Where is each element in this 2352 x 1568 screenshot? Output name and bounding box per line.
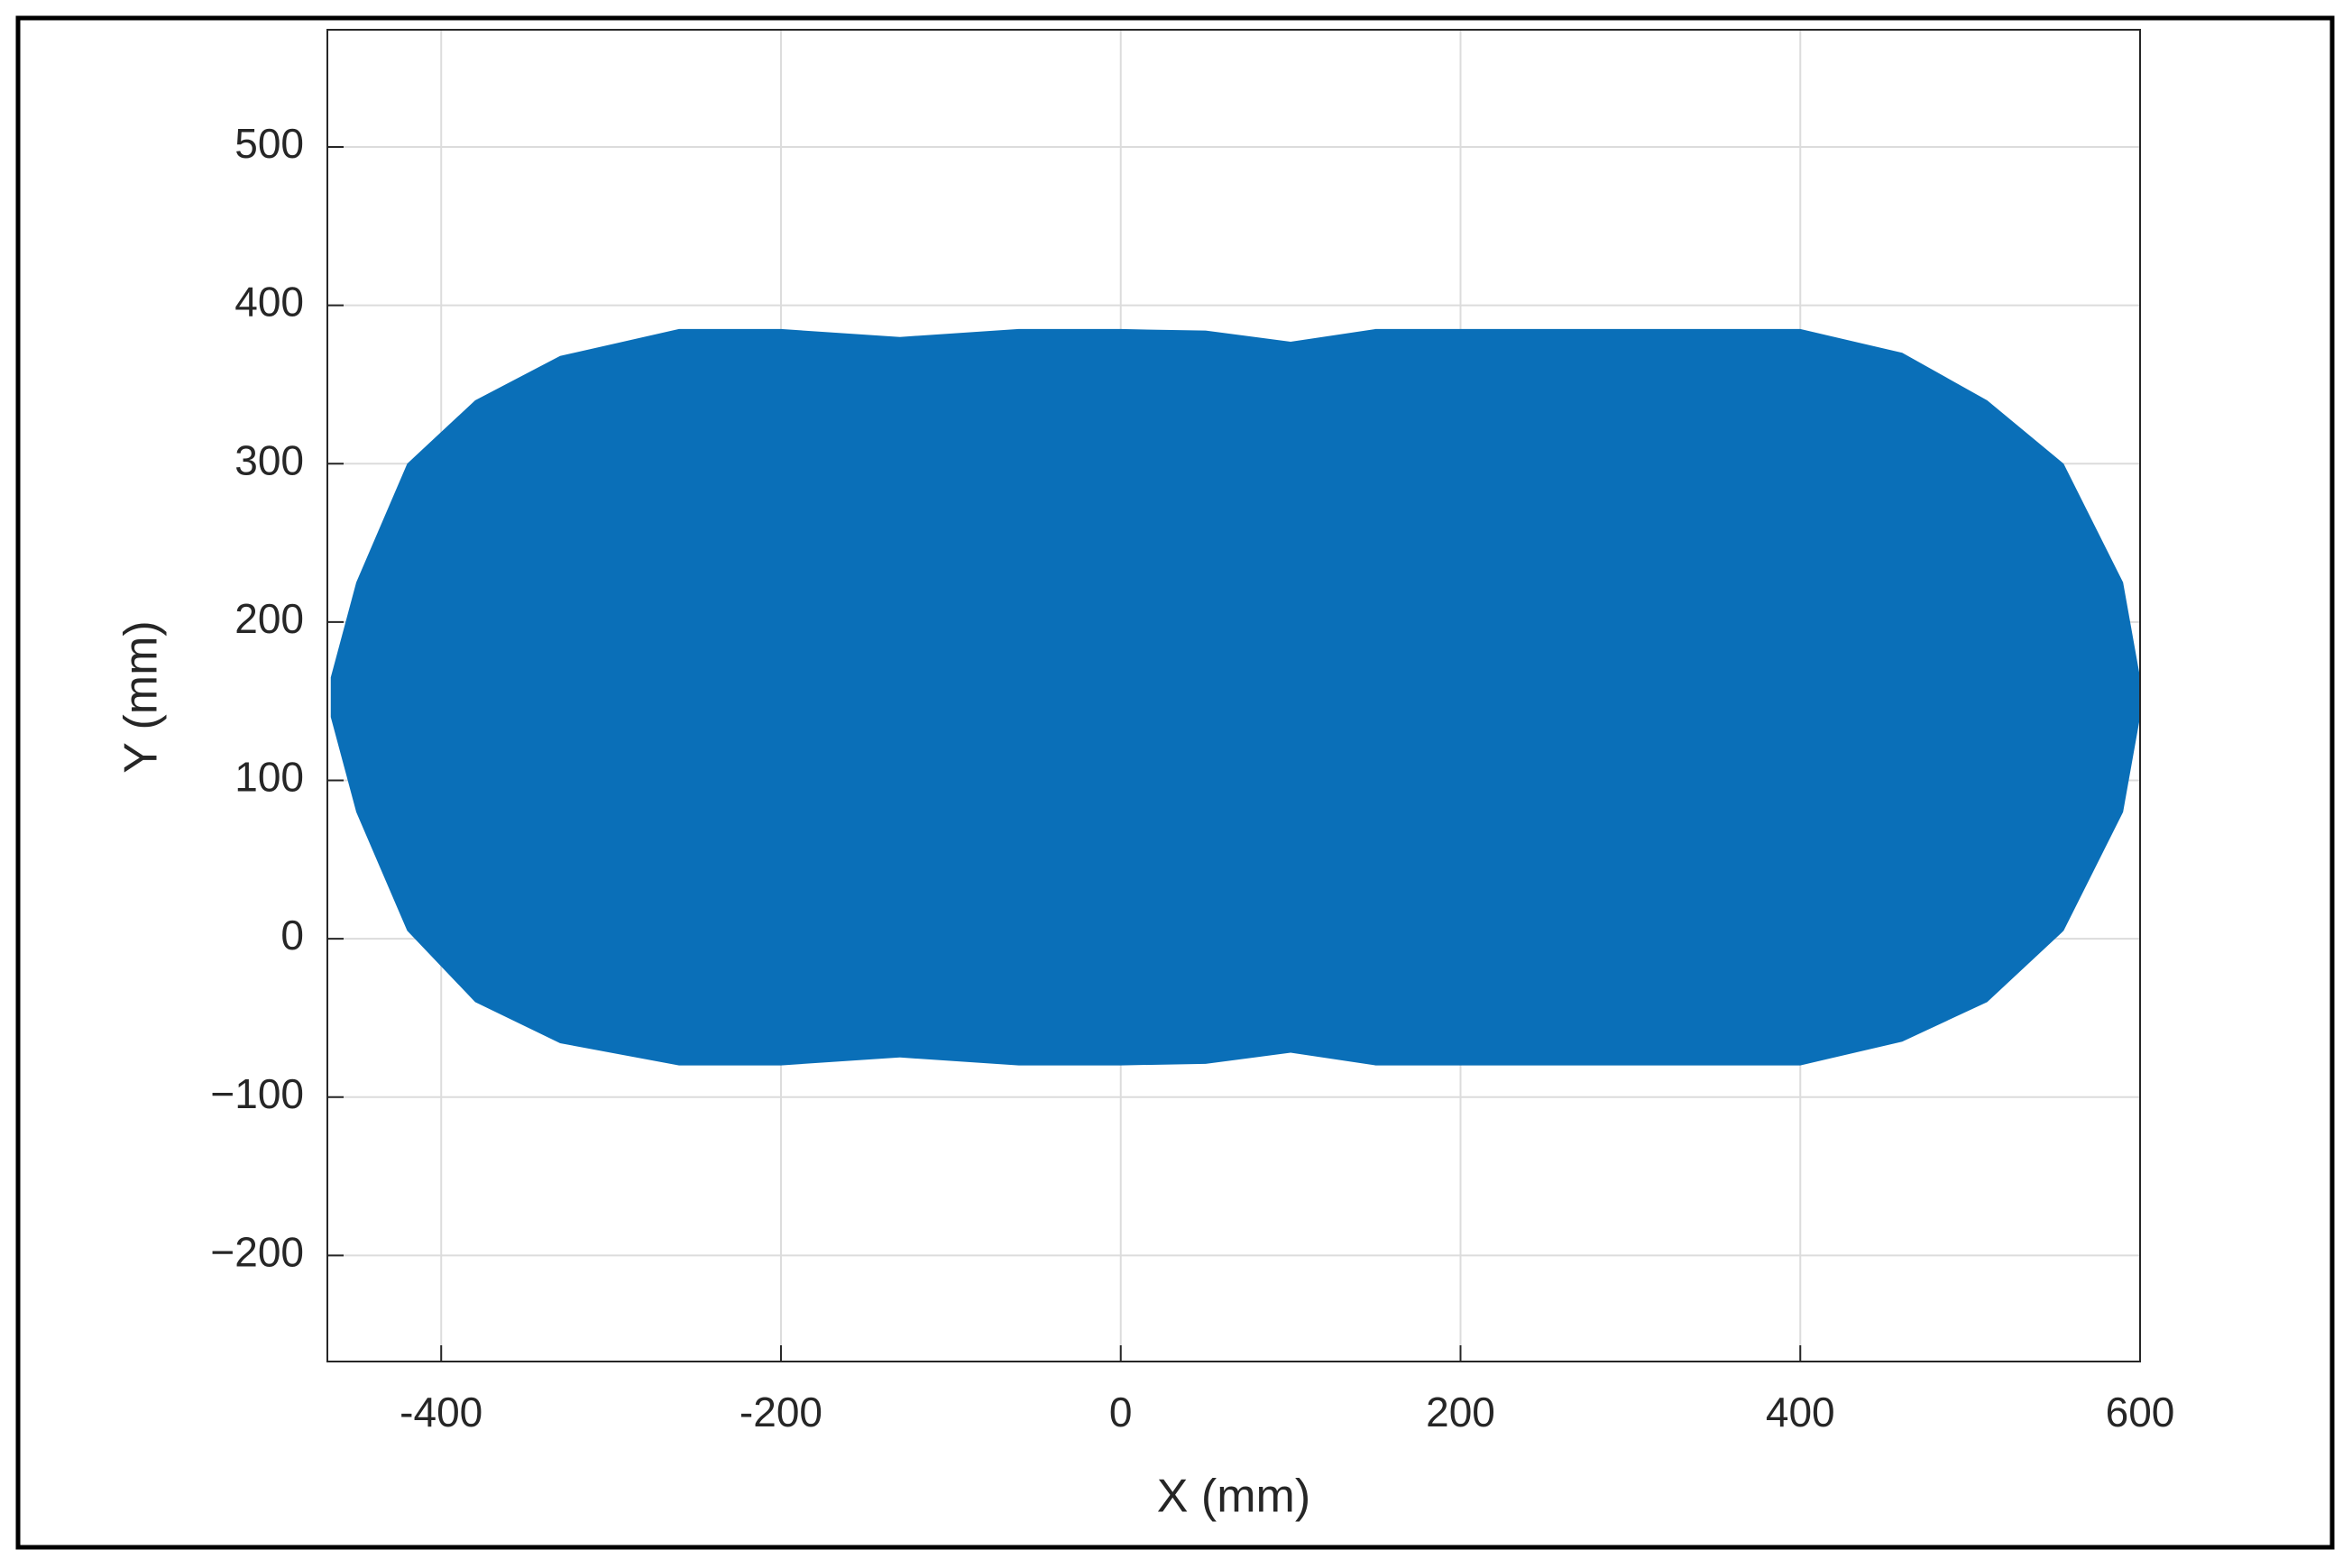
x-tick-label: 400	[1766, 1389, 1835, 1435]
y-tick-label: 500	[234, 120, 304, 167]
y-tick-label: 200	[234, 595, 304, 642]
x-tick-label: 0	[1109, 1389, 1133, 1435]
y-tick-label: 100	[234, 754, 304, 801]
plot-border	[326, 29, 2141, 1362]
x-axis-label: X (mm)	[1157, 1471, 1310, 1523]
x-tick-label: 200	[1426, 1389, 1495, 1435]
y-axis-label: Y (mm)	[115, 620, 168, 773]
x-tick-label: -400	[400, 1389, 482, 1435]
y-tick-label: 0	[280, 912, 304, 958]
y-tick-label: 400	[234, 279, 304, 326]
y-tick-label: −100	[210, 1070, 304, 1117]
x-tick-label: 600	[2106, 1389, 2175, 1435]
x-tick-label: -200	[740, 1389, 822, 1435]
y-tick-label: −200	[210, 1228, 304, 1275]
workspace-area	[330, 328, 2140, 1066]
y-tick-label: 300	[234, 436, 304, 483]
